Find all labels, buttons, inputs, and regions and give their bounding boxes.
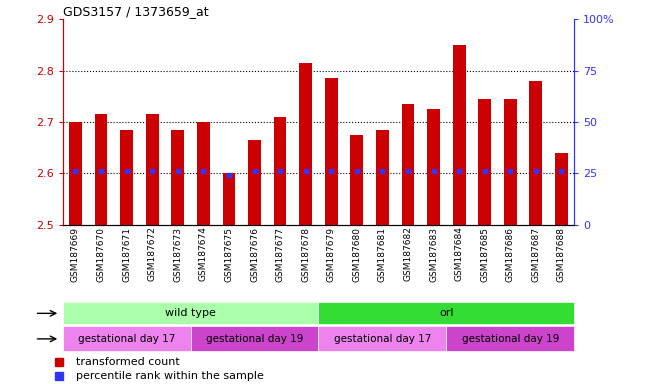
Bar xyxy=(120,130,133,225)
Text: GSM187678: GSM187678 xyxy=(301,227,310,281)
Bar xyxy=(504,99,517,225)
Bar xyxy=(274,117,286,225)
Bar xyxy=(446,326,574,351)
Bar xyxy=(325,78,338,225)
Text: orl: orl xyxy=(439,308,453,318)
Text: GSM187682: GSM187682 xyxy=(403,227,412,281)
Text: GSM187686: GSM187686 xyxy=(506,227,515,281)
Text: GSM187683: GSM187683 xyxy=(429,227,438,281)
Text: gestational day 17: gestational day 17 xyxy=(78,334,176,344)
Text: gestational day 19: gestational day 19 xyxy=(461,334,559,344)
Bar xyxy=(299,63,312,225)
Text: GSM187688: GSM187688 xyxy=(557,227,566,281)
Bar xyxy=(94,114,108,225)
Text: GSM187675: GSM187675 xyxy=(224,227,234,281)
Text: gestational day 19: gestational day 19 xyxy=(206,334,303,344)
Text: wild type: wild type xyxy=(165,308,216,318)
Bar xyxy=(146,114,158,225)
Text: GSM187681: GSM187681 xyxy=(378,227,387,281)
Text: GSM187677: GSM187677 xyxy=(276,227,284,281)
Bar xyxy=(555,153,568,225)
Bar xyxy=(63,302,319,324)
Bar xyxy=(172,130,184,225)
Text: GSM187685: GSM187685 xyxy=(480,227,489,281)
Bar xyxy=(319,302,574,324)
Text: GSM187687: GSM187687 xyxy=(531,227,541,281)
Bar xyxy=(63,326,191,351)
Bar xyxy=(350,135,363,225)
Text: GSM187673: GSM187673 xyxy=(174,227,182,281)
Bar xyxy=(197,122,210,225)
Text: gestational day 17: gestational day 17 xyxy=(334,334,431,344)
Bar xyxy=(401,104,414,225)
Text: GSM187669: GSM187669 xyxy=(71,227,80,281)
Text: percentile rank within the sample: percentile rank within the sample xyxy=(76,371,264,381)
Bar xyxy=(376,130,389,225)
Bar xyxy=(69,122,82,225)
Text: GDS3157 / 1373659_at: GDS3157 / 1373659_at xyxy=(63,5,209,18)
Text: GSM187679: GSM187679 xyxy=(327,227,336,281)
Text: GSM187671: GSM187671 xyxy=(122,227,131,281)
Bar xyxy=(453,45,465,225)
Bar xyxy=(319,326,446,351)
Text: GSM187680: GSM187680 xyxy=(352,227,361,281)
Text: GSM187674: GSM187674 xyxy=(199,227,208,281)
Text: GSM187684: GSM187684 xyxy=(455,227,463,281)
Text: GSM187676: GSM187676 xyxy=(250,227,259,281)
Text: GSM187670: GSM187670 xyxy=(96,227,106,281)
Bar xyxy=(222,173,236,225)
Bar xyxy=(529,81,543,225)
Bar xyxy=(427,109,440,225)
Text: GSM187672: GSM187672 xyxy=(148,227,156,281)
Bar xyxy=(478,99,491,225)
Bar xyxy=(248,140,261,225)
Text: transformed count: transformed count xyxy=(76,357,180,367)
Bar xyxy=(191,326,319,351)
